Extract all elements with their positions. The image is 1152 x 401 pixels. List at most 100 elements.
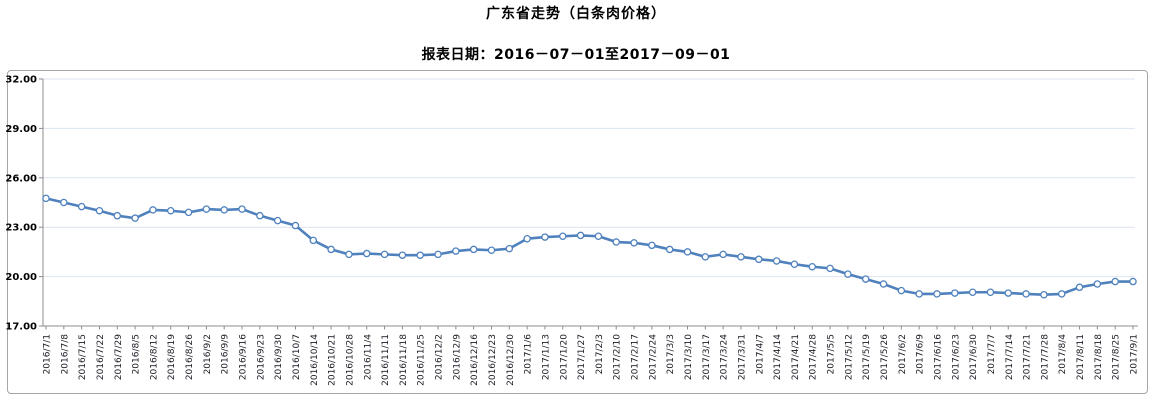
x-axis-date-label: 2016/7/29 bbox=[114, 334, 124, 380]
x-axis-date-label: 2017/5/26 bbox=[880, 334, 890, 380]
x-axis-date-label: 2016/10/14 bbox=[310, 334, 320, 386]
x-axis-date-label: 2016/12/30 bbox=[506, 334, 516, 386]
data-point-marker bbox=[220, 206, 228, 214]
data-point-marker bbox=[77, 202, 86, 211]
x-axis-date-label: 2016/12/9 bbox=[452, 334, 462, 380]
data-point-marker bbox=[594, 232, 603, 241]
x-axis-date-label: 2017/6/2 bbox=[898, 334, 908, 374]
x-axis-date-label: 2016/11/18 bbox=[399, 334, 409, 386]
x-axis-date-label: 2016/7/1 bbox=[43, 334, 53, 374]
x-axis-date-label: 2017/3/24 bbox=[720, 334, 730, 380]
data-point-marker bbox=[469, 245, 478, 254]
data-point-marker bbox=[951, 289, 959, 297]
x-axis-date-label: 2017/6/30 bbox=[969, 334, 979, 380]
data-point-marker bbox=[345, 250, 353, 259]
data-point-marker bbox=[149, 206, 157, 214]
x-axis-date-label: 2016/9/9 bbox=[221, 334, 231, 375]
data-point-marker bbox=[380, 250, 389, 259]
x-axis-date-label: 2017/4/28 bbox=[809, 334, 819, 380]
data-point-marker bbox=[986, 288, 995, 296]
x-axis-date-label: 2016/9/16 bbox=[239, 334, 249, 380]
x-axis-date-label: 2017/3/10 bbox=[684, 334, 694, 380]
data-point-marker bbox=[1093, 280, 1102, 288]
x-axis-date-label: 2017/6/9 bbox=[916, 334, 926, 375]
x-axis-date-label: 2016/7/22 bbox=[96, 334, 106, 380]
x-axis-date-label: 2016/10/28 bbox=[345, 334, 355, 386]
data-point-marker bbox=[897, 286, 906, 295]
data-point-marker bbox=[434, 250, 442, 259]
data-point-marker bbox=[665, 245, 674, 254]
x-axis-date-label: 2017/9/1 bbox=[1130, 334, 1140, 374]
x-axis-date-label: 2016/11/25 bbox=[417, 334, 427, 386]
data-point-marker bbox=[968, 288, 977, 296]
x-axis-date-label: 2016/11/4 bbox=[363, 334, 373, 380]
x-axis-date-label: 2017/6/16 bbox=[933, 334, 943, 380]
data-point-marker bbox=[1040, 290, 1048, 299]
x-axis-date-label: 2016/9/23 bbox=[256, 334, 266, 380]
data-point-marker bbox=[113, 211, 122, 220]
data-point-marker bbox=[790, 260, 799, 268]
data-point-marker bbox=[238, 205, 246, 213]
x-axis-date-label: 2017/5/5 bbox=[827, 334, 837, 374]
data-point-marker bbox=[1057, 290, 1066, 298]
x-axis-date-label: 2017/3/31 bbox=[737, 334, 747, 380]
x-axis-date-label: 2016/10/7 bbox=[292, 334, 302, 380]
data-point-marker bbox=[772, 257, 781, 265]
x-axis-date-label: 2017/5/12 bbox=[844, 334, 854, 380]
x-axis-date-label: 2016/7/15 bbox=[78, 334, 88, 380]
x-axis-date-label: 2017/2/10 bbox=[613, 334, 623, 380]
data-point-marker bbox=[844, 270, 852, 278]
data-point-marker bbox=[363, 249, 371, 258]
x-axis-date-label: 2017/8/11 bbox=[1076, 334, 1086, 380]
data-point-marker bbox=[131, 214, 139, 222]
data-point-marker bbox=[879, 280, 888, 288]
x-axis-date-label: 2017/4/14 bbox=[773, 334, 783, 380]
data-point-marker bbox=[808, 262, 816, 271]
data-point-marker bbox=[737, 253, 745, 261]
data-point-marker bbox=[452, 247, 460, 255]
data-point-marker bbox=[1129, 277, 1137, 286]
y-axis-label: 29.00 bbox=[5, 124, 37, 135]
x-axis-date-label: 2016/10/21 bbox=[328, 334, 338, 386]
data-point-marker bbox=[648, 241, 656, 250]
x-axis-date-label: 2016/12/23 bbox=[488, 334, 498, 386]
chart-title: 广东省走势（白条肉价格） bbox=[486, 6, 666, 22]
y-axis-label: 17.00 bbox=[5, 322, 37, 333]
x-axis-date-label: 2016/8/26 bbox=[185, 334, 195, 380]
x-axis-date-label: 2017/3/3 bbox=[666, 334, 676, 374]
data-point-marker bbox=[1075, 283, 1084, 292]
x-axis-date-label: 2016/7/8 bbox=[60, 334, 70, 375]
x-axis-date-label: 2016/8/5 bbox=[132, 334, 142, 374]
data-point-marker bbox=[398, 251, 407, 259]
data-point-marker bbox=[630, 239, 638, 247]
y-axis-label: 20.00 bbox=[5, 272, 37, 283]
data-point-marker bbox=[309, 236, 318, 245]
x-axis-date-label: 2017/1/20 bbox=[559, 334, 569, 380]
data-point-marker bbox=[256, 211, 264, 220]
x-axis-date-label: 2017/8/4 bbox=[1058, 334, 1068, 375]
chart-frame bbox=[7, 70, 1148, 394]
data-point-marker bbox=[202, 205, 211, 213]
x-axis-date-label: 2016/9/30 bbox=[274, 334, 284, 380]
data-point-marker bbox=[291, 221, 300, 230]
data-point-marker bbox=[95, 206, 104, 215]
data-point-marker bbox=[42, 194, 50, 203]
data-point-marker bbox=[523, 234, 531, 243]
x-axis-date-label: 2017/4/21 bbox=[791, 334, 801, 380]
data-point-marker bbox=[612, 238, 620, 246]
price-series-line bbox=[44, 197, 1135, 297]
data-point-marker bbox=[701, 253, 710, 261]
data-point-marker bbox=[1111, 277, 1119, 286]
data-point-marker bbox=[719, 250, 727, 259]
x-axis-date-label: 2017/8/25 bbox=[1112, 334, 1122, 380]
y-axis-label: 23.00 bbox=[5, 223, 37, 234]
x-axis-date-label: 2016/11/11 bbox=[381, 334, 391, 386]
x-axis-date-label: 2017/5/19 bbox=[862, 334, 872, 380]
data-point-marker bbox=[505, 244, 514, 253]
data-point-marker bbox=[541, 233, 549, 241]
data-point-marker bbox=[683, 248, 692, 256]
x-axis-date-label: 2017/1/13 bbox=[541, 334, 551, 380]
data-point-marker bbox=[559, 232, 567, 241]
x-axis-date-label: 2016/9/2 bbox=[203, 334, 213, 374]
data-point-marker bbox=[755, 255, 763, 264]
